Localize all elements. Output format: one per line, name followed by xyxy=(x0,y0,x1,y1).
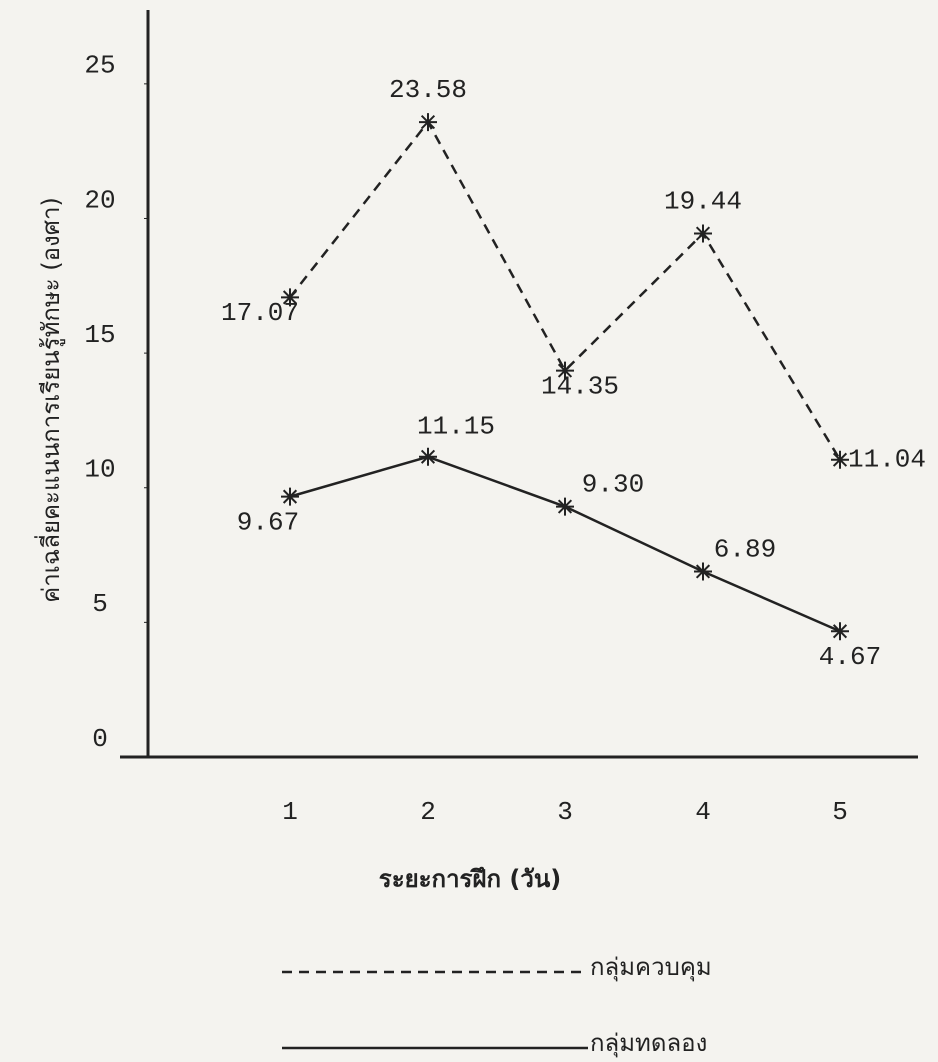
x-tick-label: 5 xyxy=(832,797,848,827)
marker xyxy=(831,451,849,469)
marker xyxy=(694,225,712,243)
x-tick-label: 2 xyxy=(420,797,436,827)
y-tick-label: 10 xyxy=(84,455,115,485)
marker xyxy=(694,562,712,580)
y-tick-label: 25 xyxy=(84,51,115,81)
data-label: 19.44 xyxy=(664,186,742,216)
marker xyxy=(556,498,574,516)
data-label: 14.35 xyxy=(541,371,619,401)
x-axis-title: ระยะการฝึก (วัน) xyxy=(379,865,561,893)
page: {"chart_data": {"type": "line", "y_label… xyxy=(0,0,938,1062)
chart: ค่าเฉลี่ยคะแนนการเรียนรู้ทักษะ (องศา) ระ… xyxy=(0,0,938,1062)
y-tick-label: 0 xyxy=(92,724,108,754)
y-tick-label: 15 xyxy=(84,320,115,350)
data-label: 11.15 xyxy=(417,412,495,442)
y-axis-title: ค่าเฉลี่ยคะแนนการเรียนรู้ทักษะ (องศา) xyxy=(34,197,66,603)
marker xyxy=(831,622,849,640)
data-label: 9.67 xyxy=(237,508,299,538)
data-label: 9.30 xyxy=(582,469,644,499)
x-tick-label: 1 xyxy=(282,797,298,827)
marker xyxy=(419,448,437,466)
series-line xyxy=(290,122,840,460)
data-label: 23.58 xyxy=(389,75,467,105)
x-tick-label: 4 xyxy=(695,797,711,827)
y-tick-label: 20 xyxy=(84,185,115,215)
legend-label: กลุ่มควบคุม xyxy=(590,953,712,982)
x-tick-label: 3 xyxy=(557,797,573,827)
data-label: 4.67 xyxy=(819,642,881,672)
data-label: 17.07 xyxy=(221,298,299,328)
marker xyxy=(419,113,437,131)
y-tick-label: 5 xyxy=(92,589,108,619)
data-label: 11.04 xyxy=(848,445,926,475)
marker xyxy=(281,488,299,506)
data-label: 6.89 xyxy=(714,534,776,564)
legend-label: กลุ่มทดลอง xyxy=(590,1029,707,1058)
